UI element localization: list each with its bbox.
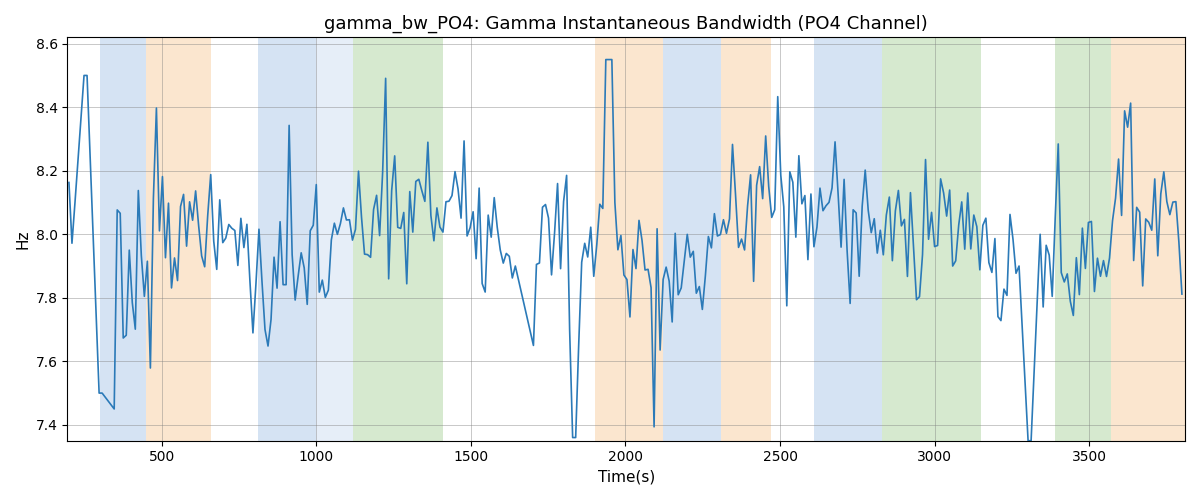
- Bar: [721, 38, 770, 440]
- Bar: [100, 38, 146, 440]
- Bar: [1111, 38, 1186, 440]
- Bar: [594, 38, 662, 440]
- Bar: [317, 38, 353, 440]
- Bar: [146, 38, 211, 440]
- Y-axis label: Hz: Hz: [16, 230, 30, 249]
- Bar: [814, 38, 882, 440]
- Title: gamma_bw_PO4: Gamma Instantaneous Bandwidth (PO4 Channel): gamma_bw_PO4: Gamma Instantaneous Bandwi…: [324, 15, 928, 34]
- Bar: [662, 38, 721, 440]
- Bar: [353, 38, 443, 440]
- Bar: [258, 38, 317, 440]
- Bar: [1055, 38, 1111, 440]
- Bar: [882, 38, 980, 440]
- X-axis label: Time(s): Time(s): [598, 470, 655, 485]
